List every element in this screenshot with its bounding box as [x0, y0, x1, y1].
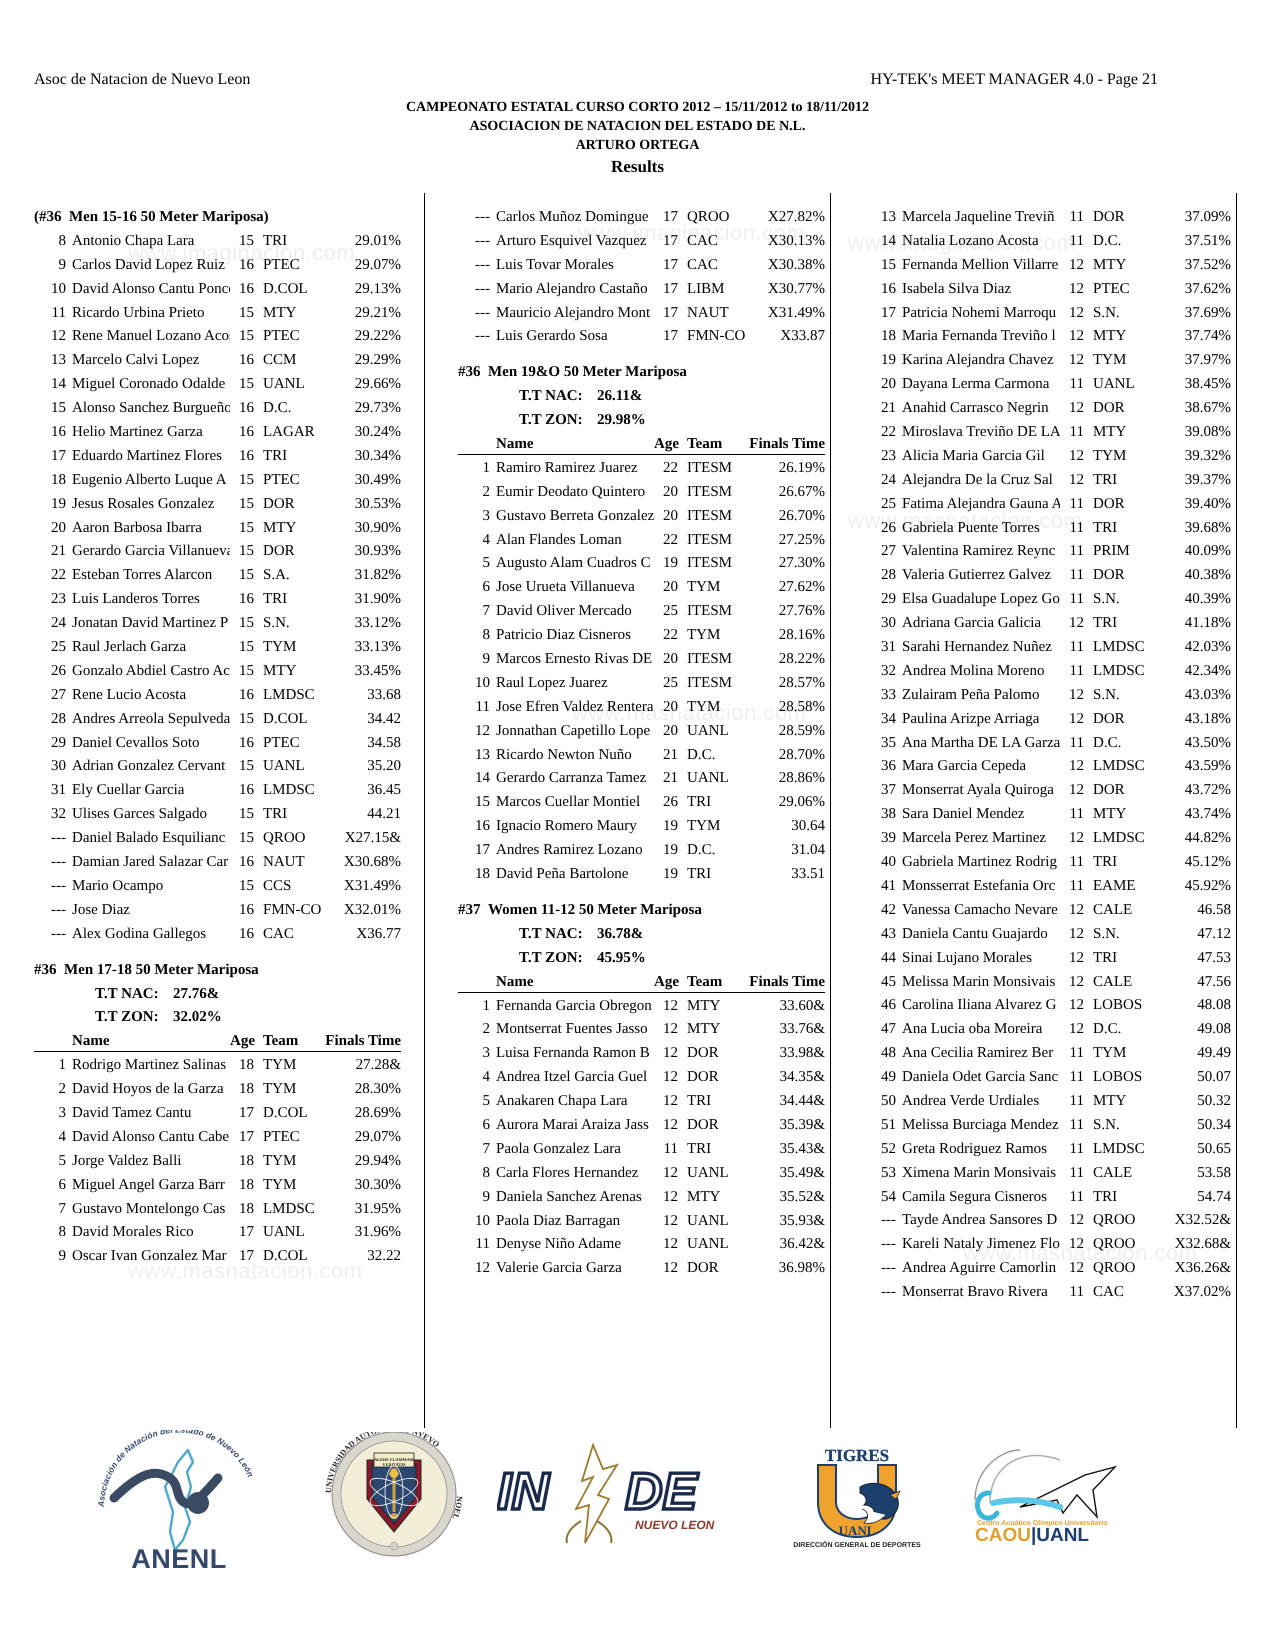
svg-text:UANL: UANL [839, 1523, 876, 1538]
svg-text:DIRECCIÓN GENERAL DE DEPORTES: DIRECCIÓN GENERAL DE DEPORTES [793, 1540, 921, 1549]
svg-text:TIGRES: TIGRES [825, 1447, 889, 1465]
svg-text:NUEVO LEON: NUEVO LEON [635, 1518, 715, 1532]
svg-text:DE: DE [625, 1463, 699, 1521]
svg-text:IN: IN [497, 1463, 550, 1521]
svg-text:ANENL: ANENL [131, 1544, 227, 1574]
svg-text:CAOU|UANL: CAOU|UANL [975, 1525, 1089, 1545]
